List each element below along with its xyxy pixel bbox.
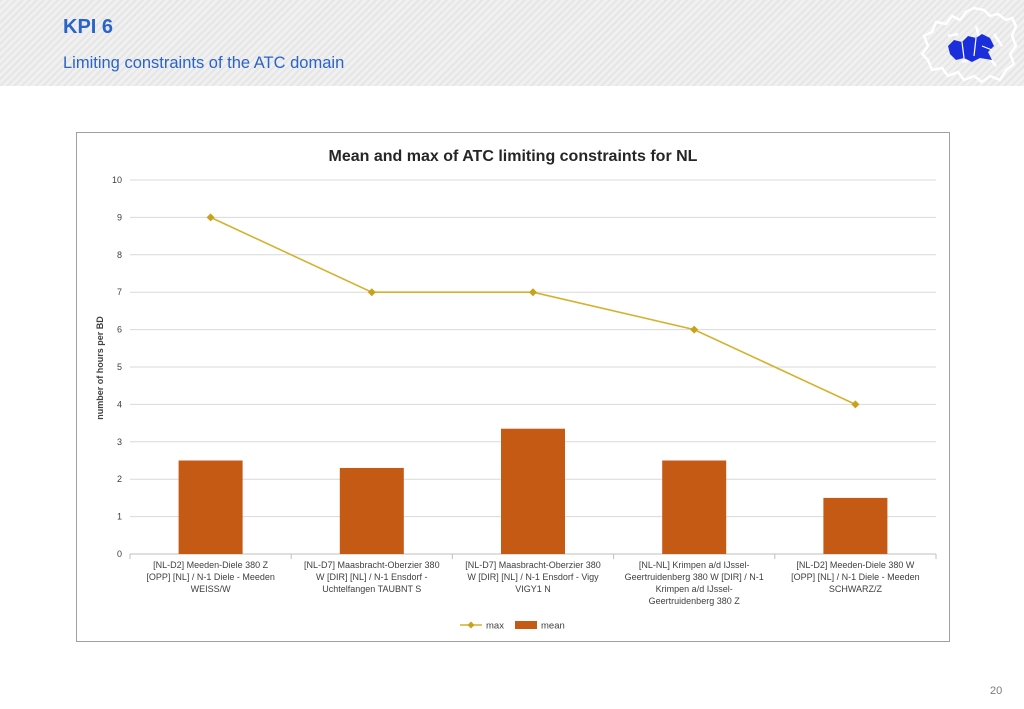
page-subtitle: Limiting constraints of the ATC domain [63,54,345,72]
chart-title: Mean and max of ATC limiting constraints… [329,148,698,165]
x-tick-label: [NL-D7] Maasbracht-Oberzier 380 W [DIR] [… [304,560,440,594]
y-tick-label: 4 [117,399,122,409]
y-tick-label: 2 [117,474,122,484]
point-max [529,288,537,297]
y-tick-label: 3 [117,437,122,447]
x-tick-label: [NL-NL] Krimpen a/d IJssel-Geertruidenbe… [625,560,764,606]
x-tick-label: [NL-D2] Meeden-Diele 380 Z [OPP] [NL] / N… [146,560,275,594]
legend-label-mean: mean [541,621,565,632]
legend-swatch-mean [515,621,537,629]
x-tick-label: [NL-D2] Meeden-Diele 380 W [OPP] [NL] / N… [791,560,920,594]
point-max [690,325,699,334]
bar-mean [501,428,565,554]
y-axis-label: number of hours per BD [95,316,105,420]
y-tick-label: 6 [117,325,122,335]
bar-mean [339,467,404,554]
y-tick-label: 0 [117,549,122,559]
y-tick-label: 10 [112,175,122,185]
bar-mean [662,460,727,554]
legend-label-max: max [486,621,504,632]
legend-marker-max [467,621,475,629]
y-tick-label: 1 [117,512,122,522]
page-number: 20 [990,685,1003,697]
y-tick-label: 7 [117,287,122,297]
bar-mean [178,460,243,554]
x-tick-label: [NL-D7] Maasbracht-Oberzier 380 W [DIR] [… [465,560,601,594]
bar-mean [823,497,888,554]
page-title: KPI 6 [63,16,114,38]
point-max [206,213,215,222]
chart-svg: Mean and max of ATC limiting constraints… [95,148,937,632]
line-max [210,216,856,406]
chart-container: Mean and max of ATC limiting constraints… [76,132,950,642]
header-banner: KPI 6 Limiting constraints of the ATC do… [0,0,1024,86]
europe-map-icon [920,6,1018,84]
y-tick-label: 9 [117,212,122,222]
point-max [367,288,376,297]
y-tick-label: 5 [117,362,122,372]
y-tick-label: 8 [117,250,122,260]
point-max [851,400,860,409]
